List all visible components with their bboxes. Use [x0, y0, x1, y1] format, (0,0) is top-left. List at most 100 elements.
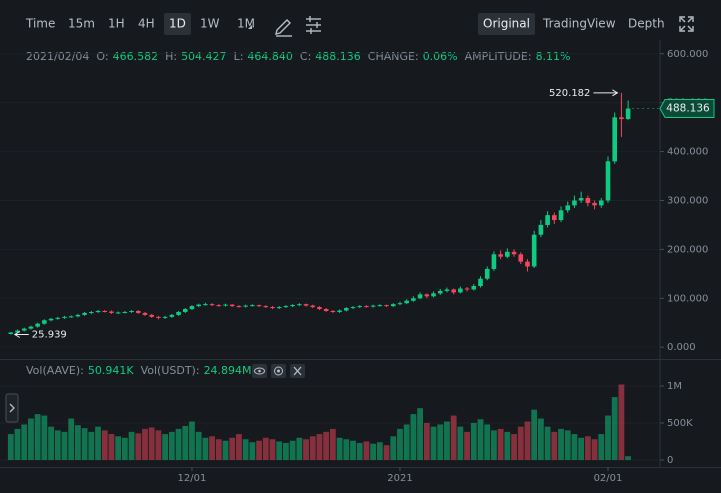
interval-button[interactable]: 15m: [68, 17, 95, 31]
fullscreen-icon[interactable]: [679, 16, 694, 32]
volume-bar: [168, 431, 175, 460]
y-tick-label: 100.000: [667, 293, 708, 304]
candle-body: [42, 320, 47, 324]
change-label: CHANGE:: [368, 50, 419, 63]
candle-body: [122, 311, 128, 313]
candle-body: [317, 307, 322, 310]
volume-bar: [605, 415, 611, 460]
last-price-label: 488.136: [666, 102, 710, 114]
view-button[interactable]: Depth: [628, 17, 665, 31]
draw-tool-icon[interactable]: [275, 19, 292, 37]
interval-button[interactable]: 1H: [108, 17, 125, 31]
volume-bar: [531, 409, 538, 460]
volume-header-value: 24.894M: [204, 364, 252, 377]
volume-bar: [276, 441, 283, 460]
volume-bar: [128, 431, 135, 460]
candle-body: [558, 210, 564, 221]
candle-body: [283, 306, 289, 308]
x-tick-label: 02/01: [594, 473, 623, 484]
volume-bar: [269, 439, 276, 460]
candle-body: [437, 290, 443, 294]
candle-body: [89, 311, 94, 313]
volume-bar: [21, 424, 28, 460]
candle-body: [209, 304, 215, 306]
view-button[interactable]: Original: [483, 17, 530, 31]
interval-button[interactable]: 1W: [200, 17, 220, 31]
volume-bar: [41, 415, 48, 460]
candle-body: [491, 254, 497, 269]
view-button[interactable]: TradingView: [542, 17, 616, 31]
candle-body: [518, 254, 524, 262]
candle-body: [598, 200, 604, 206]
candle-body: [236, 306, 242, 308]
volume-bar: [625, 456, 632, 460]
volume-bar: [309, 436, 316, 460]
candle-body: [290, 305, 295, 307]
min-price-label: 25.939: [32, 329, 67, 340]
volume-bar: [504, 431, 511, 460]
candle-body: [585, 198, 591, 203]
candle-body: [572, 200, 577, 206]
candle-body: [250, 305, 255, 307]
volume-bar: [81, 428, 88, 460]
volume-header-name: Vol(USDT):: [141, 364, 200, 377]
volume-bar: [34, 414, 41, 460]
candle-body: [431, 293, 436, 297]
volume-bar: [410, 414, 417, 460]
volume-bar: [591, 439, 598, 460]
candle-body: [498, 254, 503, 257]
header-date: 2021/02/04: [26, 50, 89, 63]
candle-body: [142, 312, 148, 315]
ohlc-field-label: H:: [165, 50, 177, 63]
candle-body: [330, 310, 336, 312]
candle-body: [625, 108, 631, 120]
volume-bar: [189, 421, 195, 460]
volume-bar: [450, 415, 457, 460]
volume-bar: [477, 419, 484, 460]
candle-body: [511, 251, 517, 255]
candle-body: [384, 305, 389, 307]
volume-bar: [48, 426, 54, 460]
candle-body: [397, 303, 403, 305]
volume-bar: [497, 428, 504, 460]
candle-body: [162, 316, 168, 318]
interval-button[interactable]: 1M: [237, 17, 255, 31]
candle-body: [75, 314, 81, 317]
candle-body: [390, 304, 396, 307]
volume-bar: [484, 424, 491, 460]
volume-tick-label: 0: [667, 455, 673, 466]
volume-bar: [14, 428, 21, 460]
amplitude-label: AMPLITUDE:: [465, 50, 532, 63]
volume-settings-button[interactable]: [271, 364, 286, 378]
collapse-panel-tab[interactable]: [5, 393, 19, 423]
volume-visibility-button[interactable]: [252, 364, 267, 378]
candle-body: [297, 304, 302, 306]
settings-icon[interactable]: [306, 16, 321, 34]
volume-header-value: 50.941K: [88, 364, 134, 377]
volume-bar: [95, 426, 101, 460]
candle-body: [605, 161, 611, 201]
interval-button[interactable]: 1D: [169, 17, 186, 31]
volume-header: Vol(AAVE): 50.941K Vol(USDT): 24.894M: [26, 364, 252, 377]
active-interval-bg: [164, 13, 191, 35]
interval-button[interactable]: 4H: [138, 17, 155, 31]
volume-bar: [618, 384, 625, 460]
candle-body: [82, 312, 87, 315]
candle-body: [451, 289, 456, 293]
candle-body: [115, 312, 121, 314]
candle-body: [303, 304, 309, 306]
volume-bar: [598, 434, 605, 460]
candle-body: [28, 326, 34, 329]
volume-bar: [491, 430, 497, 460]
candle-body: [169, 314, 175, 317]
volume-close-button[interactable]: [290, 364, 305, 378]
candle-body: [35, 323, 40, 327]
volume-bar: [430, 426, 437, 460]
candle-body: [377, 305, 383, 307]
x-tick-label: 12/01: [178, 473, 207, 484]
volume-bar: [584, 436, 591, 460]
interval-button[interactable]: Time: [25, 17, 55, 31]
candle-body: [592, 202, 597, 206]
candle-body: [68, 316, 74, 318]
